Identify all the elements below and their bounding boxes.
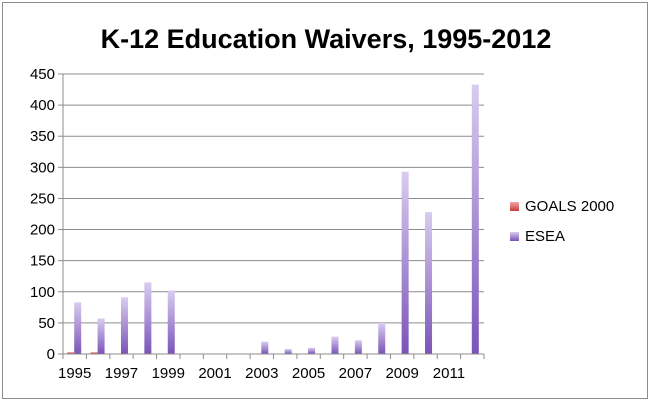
y-tick-label: 0 (47, 346, 55, 363)
x-tick-label: 2009 (385, 365, 418, 382)
y-tick-labels: 0 50 100 150 200 250 300 350 400 450 (30, 66, 55, 363)
y-tick-label: 200 (30, 222, 55, 239)
bar-goals-2000-1996 (90, 352, 98, 354)
y-tick-label: 400 (30, 97, 55, 114)
x-tick-label: 2005 (292, 365, 325, 382)
y-tick-label: 150 (30, 253, 55, 270)
bar-esea-2003 (261, 341, 269, 354)
x-tick-label: 2003 (245, 365, 278, 382)
axes (58, 73, 485, 359)
bar-esea-1998 (144, 282, 152, 354)
bar-esea-2008 (378, 322, 386, 354)
bar-goals-2000-1995 (67, 352, 75, 354)
bar-esea-1997 (120, 297, 128, 354)
chart-title: K-12 Education Waivers, 1995-2012 (101, 24, 552, 54)
bar-esea-2004 (284, 349, 292, 354)
legend-swatch-esea (510, 232, 519, 241)
bar-esea-2006 (331, 336, 339, 354)
bar-esea-1995 (74, 302, 82, 354)
bar-esea-2012 (471, 84, 479, 355)
y-tick-label: 50 (38, 315, 55, 332)
bar-esea-1999 (167, 290, 175, 354)
x-tick-label: 1995 (58, 365, 91, 382)
bars (67, 84, 479, 355)
legend-label: GOALS 2000 (525, 198, 614, 215)
y-tick-label: 100 (30, 284, 55, 301)
x-tick-label: 2001 (198, 365, 231, 382)
legend-swatch-goals-2000 (510, 202, 519, 211)
y-tick-label: 300 (30, 159, 55, 176)
bar-esea-2009 (401, 171, 409, 354)
y-tick-label: 250 (30, 190, 55, 207)
y-tick-label: 450 (30, 66, 55, 83)
x-tick-label: 1997 (105, 365, 138, 382)
bar-esea-2010 (425, 212, 433, 354)
x-tick-label: 2007 (339, 365, 372, 382)
gridlines (63, 73, 484, 324)
bar-esea-1996 (97, 318, 105, 354)
chart-frame (2, 2, 648, 399)
x-tick-label: 1999 (152, 365, 185, 382)
legend: GOALS 2000 ESEA (510, 198, 614, 245)
y-tick-label: 350 (30, 128, 55, 145)
bar-esea-2005 (308, 347, 316, 354)
x-tick-label: 2011 (433, 365, 465, 382)
legend-label: ESEA (525, 228, 565, 245)
x-tick-labels: 1995 1997 1999 2001 2003 2005 2007 2009 2011 (58, 365, 465, 382)
bar-esea-2007 (354, 340, 362, 354)
